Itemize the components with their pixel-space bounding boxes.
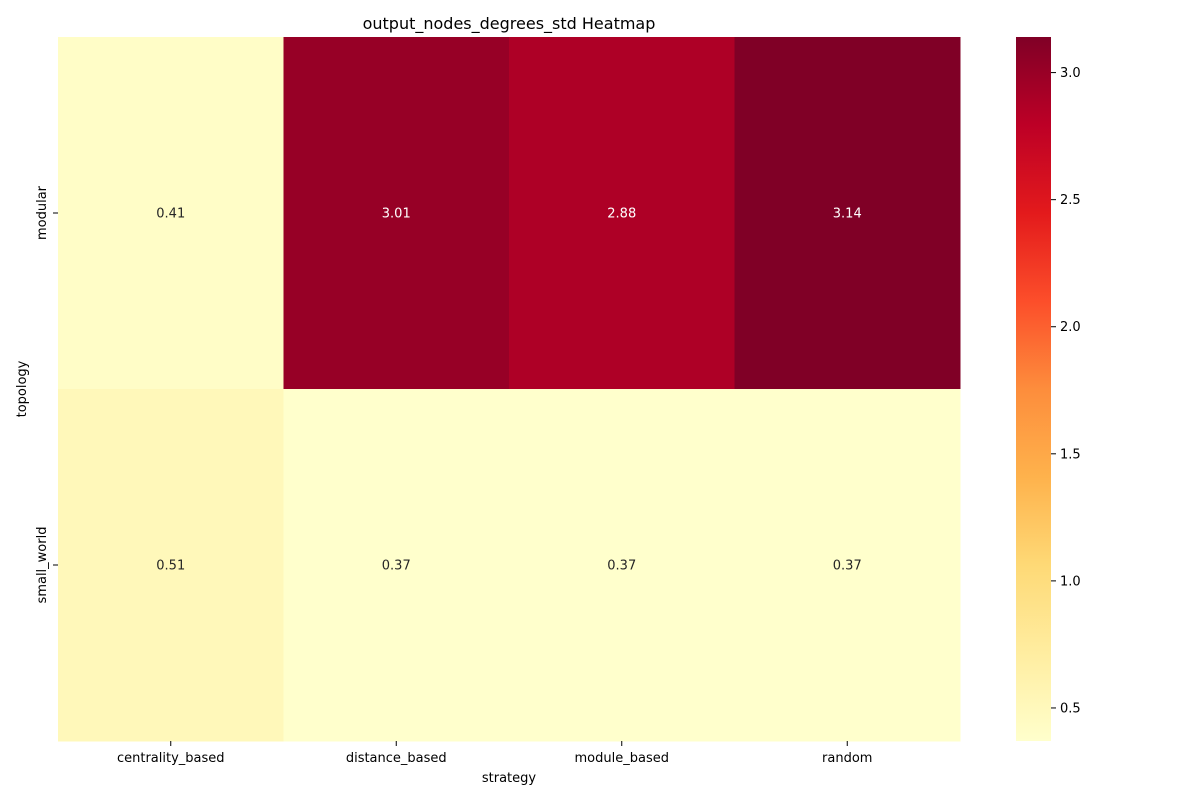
cell-value-label: 0.37 bbox=[382, 559, 411, 574]
colorbar-tick-label: 0.5 bbox=[1060, 701, 1081, 716]
cell-value-label: 0.51 bbox=[156, 559, 185, 574]
y-tick-label: modular bbox=[35, 185, 50, 240]
heatmap-cell bbox=[283, 389, 510, 742]
cell-value-label: 0.41 bbox=[156, 207, 185, 222]
heatmap-cell bbox=[283, 37, 510, 390]
cell-value-label: 3.14 bbox=[833, 207, 862, 222]
colorbar-ticks: 0.5 1.0 1.5 2.0 2.5 3.0 bbox=[1051, 66, 1081, 716]
x-axis: centrality_based distance_based module_bas… bbox=[117, 741, 872, 766]
y-axis-label: topology bbox=[15, 360, 30, 417]
heatmap-cell bbox=[58, 37, 284, 390]
cell-value-label: 0.37 bbox=[833, 559, 862, 574]
heatmap-cell-labels: 0.41 3.01 2.88 3.14 0.51 0.37 0.37 0.37 bbox=[156, 207, 861, 574]
y-tick-label: small_world bbox=[35, 527, 50, 604]
cell-value-label: 3.01 bbox=[382, 207, 411, 222]
heatmap-cell bbox=[734, 37, 961, 390]
x-tick-label: centrality_based bbox=[117, 751, 225, 766]
cell-value-label: 2.88 bbox=[607, 207, 636, 222]
heatmap-cell bbox=[509, 389, 735, 742]
colorbar-gradient bbox=[1016, 37, 1051, 741]
colorbar: 0.5 1.0 1.5 2.0 2.5 3.0 bbox=[1016, 37, 1081, 741]
colorbar-tick-label: 1.5 bbox=[1060, 447, 1081, 462]
y-axis: modular small_world bbox=[35, 185, 58, 603]
chart-title: output_nodes_degrees_std Heatmap bbox=[363, 14, 656, 34]
heatmap-cell bbox=[58, 389, 284, 742]
heatmap-cells bbox=[58, 37, 961, 742]
cell-value-label: 0.37 bbox=[607, 559, 636, 574]
x-tick-label: random bbox=[822, 751, 872, 766]
colorbar-tick-label: 1.0 bbox=[1060, 574, 1081, 589]
x-tick-label: module_based bbox=[575, 751, 669, 766]
x-axis-label: strategy bbox=[482, 771, 537, 786]
heatmap-cell bbox=[734, 389, 961, 742]
x-tick-label: distance_based bbox=[346, 751, 447, 766]
colorbar-tick-label: 2.0 bbox=[1060, 320, 1081, 335]
colorbar-tick-label: 3.0 bbox=[1060, 66, 1081, 81]
heatmap-cell bbox=[509, 37, 735, 390]
colorbar-tick-label: 2.5 bbox=[1060, 193, 1081, 208]
